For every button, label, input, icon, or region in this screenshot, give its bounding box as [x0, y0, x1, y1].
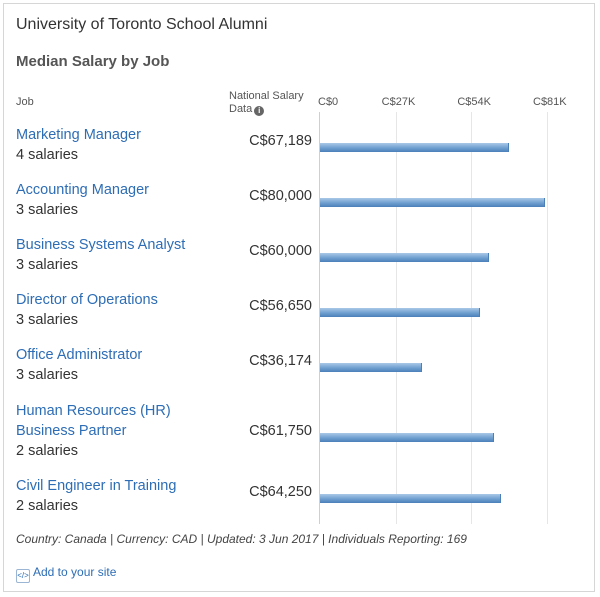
salary-count: 2 salaries	[16, 498, 79, 514]
gridline	[471, 112, 472, 524]
job-title-link[interactable]: Accounting Manager	[16, 182, 149, 198]
add-to-site-link[interactable]: </> Add to your site	[16, 565, 116, 583]
salary-bar[interactable]	[320, 308, 480, 317]
chart-title: Median Salary by Job	[16, 53, 170, 70]
salary-bar[interactable]	[320, 143, 509, 152]
salary-value-label: C$67,189	[249, 133, 312, 149]
salary-value-label: C$60,000	[249, 243, 312, 259]
job-title-link[interactable]: Human Resources (HR) Business Partner	[16, 403, 171, 439]
x-tick-label: C$54K	[457, 96, 491, 108]
salary-bar[interactable]	[320, 494, 501, 503]
salary-value-label: C$64,250	[249, 484, 312, 500]
salary-count: 3 salaries	[16, 312, 79, 328]
salary-count: 3 salaries	[16, 257, 79, 273]
x-tick-label: C$27K	[381, 96, 416, 108]
gridline	[396, 112, 397, 524]
salary-widget	[3, 3, 595, 592]
add-to-site-label: Add to your site	[33, 565, 117, 579]
national-salary-label: National Salary Data	[229, 90, 304, 115]
salary-bar[interactable]	[320, 198, 545, 207]
salary-value-label: C$56,650	[249, 298, 312, 314]
info-icon[interactable]: i	[254, 106, 265, 116]
gridline	[547, 112, 548, 524]
salary-count: 3 salaries	[16, 367, 79, 383]
salary-value-label: C$80,000	[249, 188, 312, 204]
salary-count: 2 salaries	[16, 443, 79, 459]
job-row: Office Administrator 3 salaries	[16, 345, 226, 385]
job-row: Accounting Manager 3 salaries	[16, 180, 226, 220]
job-row: Civil Engineer in Training 2 salaries	[16, 476, 226, 516]
job-row: Business Systems Analyst 3 salaries	[16, 235, 226, 275]
x-tick-label: C$81K	[533, 96, 567, 108]
job-title-link[interactable]: Director of Operations	[16, 292, 158, 308]
salary-value-label: C$36,174	[249, 353, 312, 369]
job-row: Marketing Manager 4 salaries	[16, 125, 226, 165]
widget-title: University of Toronto School Alumni	[16, 16, 268, 33]
job-title-link[interactable]: Marketing Manager	[16, 127, 141, 143]
salary-bar[interactable]	[320, 253, 489, 262]
embed-code-icon: </>	[16, 569, 30, 583]
job-row: Director of Operations 3 salaries	[16, 290, 226, 330]
national-salary-column-header: National Salary Data i	[229, 90, 319, 116]
salary-count: 3 salaries	[16, 202, 79, 218]
job-row: Human Resources (HR) Business Partner 2 s…	[16, 401, 226, 461]
job-title-link[interactable]: Civil Engineer in Training	[16, 478, 177, 494]
y-axis-line	[319, 112, 320, 524]
footer-info: Country: Canada | Currency: CAD | Update…	[16, 532, 467, 546]
job-title-link[interactable]: Business Systems Analyst	[16, 237, 186, 253]
salary-bar[interactable]	[320, 363, 422, 372]
x-tick-label: C$0	[318, 96, 339, 108]
job-title-link[interactable]: Office Administrator	[16, 347, 143, 363]
job-column-header: Job	[16, 96, 34, 108]
salary-count: 4 salaries	[16, 147, 79, 163]
salary-bar[interactable]	[320, 433, 494, 442]
salary-value-label: C$61,750	[249, 423, 312, 439]
